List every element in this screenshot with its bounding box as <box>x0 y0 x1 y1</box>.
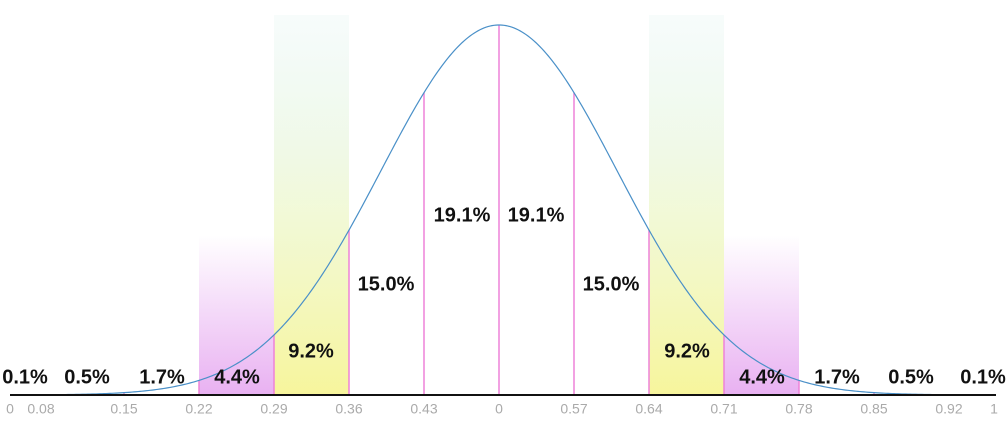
plot <box>10 24 997 396</box>
highlight-band <box>199 235 274 395</box>
segment-label: 19.1% <box>508 204 565 226</box>
x-tick-label: 0.08 <box>27 401 54 417</box>
x-tick-label: 0.64 <box>635 401 662 417</box>
highlight-band <box>724 235 799 395</box>
x-tick-label: 0.57 <box>560 401 587 417</box>
segment-label: 1.7% <box>139 366 185 388</box>
highlight-bands <box>199 15 799 395</box>
segment-label: 9.2% <box>288 340 334 362</box>
x-tick-label: 0.78 <box>785 401 812 417</box>
segment-label: 15.0% <box>358 273 415 295</box>
segment-label: 0.5% <box>888 366 934 388</box>
highlight-band <box>274 15 349 395</box>
x-tick-label: 0.71 <box>710 401 737 417</box>
x-tick-label: 0.85 <box>860 401 887 417</box>
segment-label: 9.2% <box>664 340 710 362</box>
x-tick-label: 0.22 <box>185 401 212 417</box>
segment-label: 4.4% <box>739 366 785 388</box>
segment-label: 1.7% <box>814 366 860 388</box>
segment-label: 15.0% <box>583 273 640 295</box>
x-tick-label: 0.43 <box>410 401 437 417</box>
segment-label: 0.5% <box>64 366 110 388</box>
x-tick-label: 1 <box>990 401 998 417</box>
segment-label: 19.1% <box>434 204 491 226</box>
x-tick-label: 0.29 <box>260 401 287 417</box>
x-tick-label: 0 <box>6 401 14 417</box>
segment-label: 0.1% <box>2 366 48 388</box>
bell-curve <box>10 24 997 396</box>
x-tick-label: 0 <box>495 401 503 417</box>
x-tick-label: 0.36 <box>335 401 362 417</box>
segment-label: 0.1% <box>960 366 1006 388</box>
highlight-band <box>649 15 724 395</box>
segment <box>574 93 649 395</box>
segment <box>349 93 424 395</box>
x-tick-label: 0.92 <box>935 401 962 417</box>
segment-label: 4.4% <box>214 366 260 388</box>
x-tick-label: 0.15 <box>110 401 137 417</box>
